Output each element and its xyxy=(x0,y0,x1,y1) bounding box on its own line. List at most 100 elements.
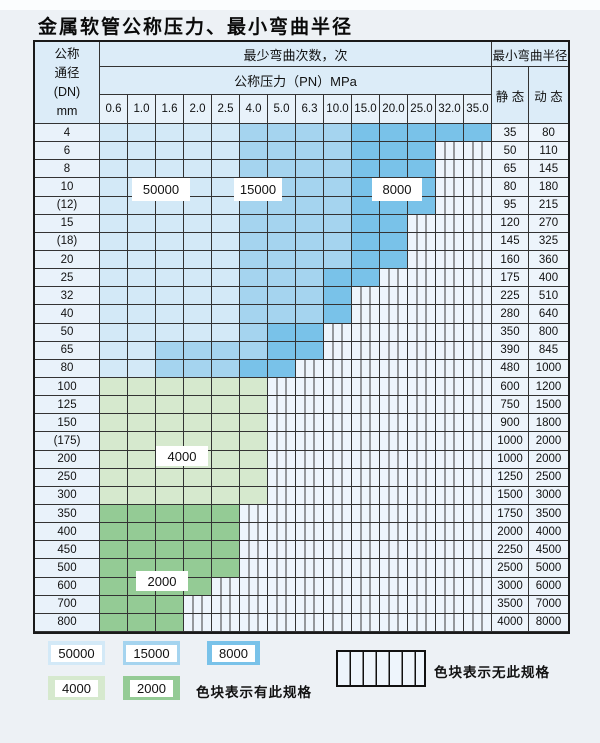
static-radius-cell: 35 xyxy=(492,124,529,143)
spec-cell xyxy=(380,196,408,215)
legend-swatch: 50000 xyxy=(48,641,105,665)
no-spec-cell xyxy=(408,541,436,560)
no-spec-cell xyxy=(436,486,464,505)
spec-cell xyxy=(156,359,184,378)
page-title: 金属软管公称压力、最小弯曲半径 xyxy=(38,16,354,38)
table-body-matrix: 4 35 80 6 50 110 8 65 145 10 80 180 (12) 95 215 15 120 27… xyxy=(35,124,568,632)
spec-cell xyxy=(324,196,352,215)
no-spec-cell xyxy=(268,486,296,505)
dn-cell: (12) xyxy=(35,196,100,215)
spec-cell xyxy=(100,468,128,487)
no-spec-cell xyxy=(408,468,436,487)
no-spec-cell xyxy=(324,595,352,614)
no-spec-cell xyxy=(240,523,268,542)
spec-cell xyxy=(156,124,184,143)
dn-cell: 150 xyxy=(35,414,100,433)
no-spec-cell xyxy=(436,232,464,251)
no-spec-cell xyxy=(268,377,296,397)
legend-has-spec-text: 色块表示有此规格 xyxy=(196,685,312,700)
dn-cell: 20 xyxy=(35,250,100,270)
dynamic-radius-cell: 80 xyxy=(529,124,568,143)
spec-cell xyxy=(100,541,128,560)
spec-cell xyxy=(212,341,240,360)
spec-table: 公称 通径 (DN) mm 最少弯曲次数，次 最小弯曲半径 公称压力（PN）MPa 静… xyxy=(33,40,570,634)
spec-cell xyxy=(352,124,380,143)
dynamic-radius-cell: 145 xyxy=(529,160,568,179)
pressure-tick: 25.0 xyxy=(408,95,436,124)
static-radius-cell: 1250 xyxy=(492,468,529,487)
no-spec-cell xyxy=(352,305,380,324)
no-spec-cell xyxy=(464,613,492,632)
no-spec-cell xyxy=(268,396,296,415)
dynamic-radius-cell: 270 xyxy=(529,214,568,233)
static-radius-cell: 145 xyxy=(492,232,529,251)
spec-cell xyxy=(100,396,128,415)
dn-cell: 8 xyxy=(35,160,100,179)
no-spec-cell xyxy=(436,305,464,324)
spec-cell xyxy=(212,359,240,378)
spec-cell xyxy=(380,160,408,179)
spec-cell xyxy=(100,196,128,215)
no-spec-cell xyxy=(436,432,464,451)
spec-cell xyxy=(240,269,268,288)
static-radius-cell: 2000 xyxy=(492,523,529,542)
no-spec-cell xyxy=(296,468,324,487)
dn-cell: 32 xyxy=(35,287,100,306)
spec-cell xyxy=(184,124,212,143)
spec-cell xyxy=(184,142,212,161)
spec-cell xyxy=(212,523,240,542)
spec-cell xyxy=(296,250,324,270)
spec-cell xyxy=(296,178,324,197)
spec-cell xyxy=(240,486,268,505)
spec-cell xyxy=(212,142,240,161)
spec-cell xyxy=(184,559,212,578)
no-spec-cell xyxy=(324,523,352,542)
no-spec-cell xyxy=(352,613,380,632)
spec-cell xyxy=(156,504,184,524)
spec-cell xyxy=(100,214,128,233)
dynamic-radius-cell: 215 xyxy=(529,196,568,215)
spec-cell xyxy=(296,196,324,215)
no-spec-cell xyxy=(408,613,436,632)
static-radius-cell: 4000 xyxy=(492,613,529,632)
no-spec-cell xyxy=(352,359,380,378)
dynamic-radius-cell: 1000 xyxy=(529,359,568,378)
no-spec-cell xyxy=(296,432,324,451)
dn-cell: 500 xyxy=(35,559,100,578)
no-spec-cell xyxy=(408,414,436,433)
spec-cell xyxy=(156,468,184,487)
dn-cell: 6 xyxy=(35,142,100,161)
spec-cell xyxy=(100,341,128,360)
legend-swatch-label: 2000 xyxy=(130,679,173,697)
spec-cell xyxy=(352,160,380,179)
no-spec-cell xyxy=(380,613,408,632)
legend-swatch-label: 4000 xyxy=(55,679,98,697)
spec-cell xyxy=(240,142,268,161)
no-spec-cell xyxy=(296,450,324,469)
spec-cell xyxy=(212,504,240,524)
spec-cell xyxy=(156,377,184,397)
spec-cell xyxy=(268,323,296,342)
no-spec-cell xyxy=(352,559,380,578)
no-spec-cell xyxy=(268,595,296,614)
spec-cell xyxy=(268,341,296,360)
dynamic-radius-cell: 5000 xyxy=(529,559,568,578)
no-spec-cell xyxy=(464,142,492,161)
spec-cell xyxy=(100,613,128,632)
spec-cell xyxy=(212,414,240,433)
spec-cell xyxy=(184,359,212,378)
no-spec-cell xyxy=(408,269,436,288)
spec-cell xyxy=(100,287,128,306)
no-spec-cell xyxy=(464,214,492,233)
spec-cell xyxy=(156,323,184,342)
spec-cell xyxy=(100,323,128,342)
no-spec-cell xyxy=(268,414,296,433)
spec-cell xyxy=(296,269,324,288)
spec-cell xyxy=(212,305,240,324)
cycle-count-label: 15000 xyxy=(234,178,282,201)
spec-cell xyxy=(156,269,184,288)
no-spec-cell xyxy=(296,559,324,578)
dn-cell: 4 xyxy=(35,124,100,143)
pressure-tick: 2.0 xyxy=(184,95,212,124)
